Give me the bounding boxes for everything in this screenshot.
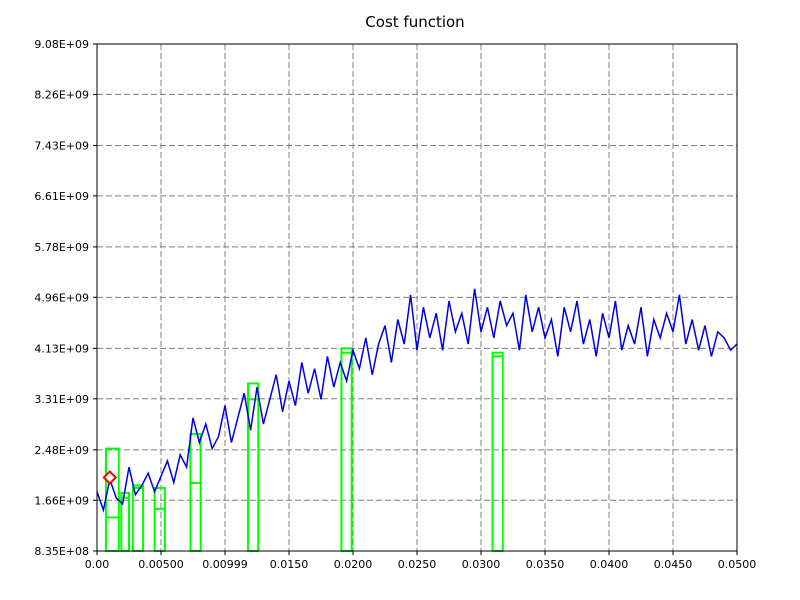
x-tick-label: 0.0350 bbox=[526, 558, 565, 571]
x-tick-label: 0.0300 bbox=[462, 558, 501, 571]
y-tick-label: 8.35E+08 bbox=[34, 545, 89, 558]
cost-series-line bbox=[96, 288, 738, 513]
x-tick-label: 0.0500 bbox=[718, 558, 757, 571]
x-tick-label: 0.0200 bbox=[334, 558, 373, 571]
y-tick-label: 2.48E+09 bbox=[34, 444, 89, 457]
range-box bbox=[153, 486, 166, 552]
x-tick-label: 0.0400 bbox=[590, 558, 629, 571]
range-box bbox=[491, 351, 504, 552]
y-tick-label: 6.61E+09 bbox=[34, 190, 89, 203]
plot-frame bbox=[96, 43, 738, 552]
axis-layer bbox=[93, 43, 738, 555]
x-tick-label: 0.0150 bbox=[270, 558, 309, 571]
current-point-marker bbox=[102, 470, 118, 485]
x-tick-label: 0.0450 bbox=[654, 558, 693, 571]
chart-title: Cost function bbox=[365, 13, 464, 31]
y-tick-label: 9.08E+09 bbox=[34, 38, 89, 51]
x-tick-label: 0.00 bbox=[85, 558, 110, 571]
x-tick-label: 0.00500 bbox=[138, 558, 184, 571]
range-box bbox=[131, 484, 145, 553]
range-box bbox=[189, 432, 202, 552]
y-tick-label: 7.43E+09 bbox=[34, 139, 89, 152]
y-tick-label: 8.26E+09 bbox=[34, 88, 89, 101]
marker-layer bbox=[102, 470, 118, 485]
y-tick-label: 4.96E+09 bbox=[34, 291, 89, 304]
series-layer bbox=[96, 288, 738, 513]
y-tick-label: 3.31E+09 bbox=[34, 393, 89, 406]
y-tick-label: 1.66E+09 bbox=[34, 494, 89, 507]
y-tick-label: 4.13E+09 bbox=[34, 342, 89, 355]
x-tick-label: 0.00999 bbox=[202, 558, 248, 571]
tick-label-layer: 0.00 0.00500 0.00999 0.0150 0.0200 0.0250 0.03… bbox=[34, 38, 756, 571]
grid-layer bbox=[96, 43, 738, 552]
y-tick-label: 5.78E+09 bbox=[34, 241, 89, 254]
x-tick-label: 0.0250 bbox=[398, 558, 437, 571]
